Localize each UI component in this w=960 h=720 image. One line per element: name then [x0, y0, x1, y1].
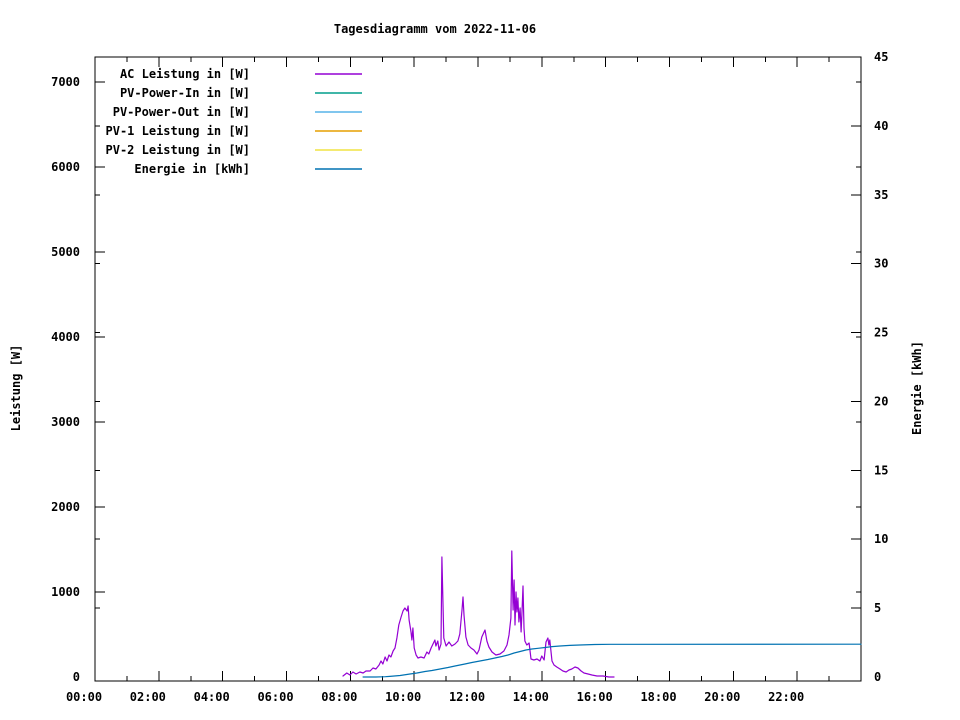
x-axis-label: 06:00	[257, 690, 293, 704]
y-left-axis-label: 3000	[51, 415, 80, 429]
plot-border-and-ticks	[94, 56, 862, 682]
axis-tick-labels: 00:00 02:00 04:00 06:00 08:00 10:00 12:00 14:00…	[51, 50, 888, 704]
x-axis-label: 08:00	[321, 690, 357, 704]
y-left-axis-label: 2000	[51, 500, 80, 514]
x-axis-label: 00:00	[66, 690, 102, 704]
x-axis-label: 02:00	[130, 690, 166, 704]
data-series	[342, 550, 862, 678]
legend-item: AC Leistung in [W]	[120, 67, 362, 81]
x-axis-label: 04:00	[194, 690, 230, 704]
legend-item: PV-2 Leistung in [W]	[106, 143, 362, 157]
y-right-axis-label: 5	[874, 601, 881, 615]
x-axis-label: 16:00	[577, 690, 613, 704]
series-line-energie	[362, 643, 862, 678]
chart-title: Tagesdiagramm vom 2022-11-06	[334, 22, 536, 36]
legend-label: PV-2 Leistung in [W]	[106, 143, 251, 157]
y-right-axis-label: 0	[874, 670, 881, 684]
legend-label: PV-Power-In in [W]	[120, 86, 250, 100]
series-line-ac	[342, 550, 615, 678]
left-axis-title: Leistung [W]	[9, 345, 23, 432]
y-left-axis-label: 4000	[51, 330, 80, 344]
legend-label: Energie in [kWh]	[134, 162, 250, 176]
legend-label: AC Leistung in [W]	[120, 67, 250, 81]
legend-item: PV-Power-Out in [W]	[113, 105, 362, 119]
x-axis-label: 14:00	[513, 690, 549, 704]
legend-label: PV-1 Leistung in [W]	[106, 124, 251, 138]
legend-item: PV-1 Leistung in [W]	[106, 124, 362, 138]
x-axis-label: 22:00	[768, 690, 804, 704]
y-left-axis-label: 7000	[51, 75, 80, 89]
x-axis-label: 12:00	[449, 690, 485, 704]
x-axis-label: 20:00	[704, 690, 740, 704]
y-left-axis-label: 0	[73, 670, 80, 684]
legend-item: PV-Power-In in [W]	[120, 86, 362, 100]
y-right-axis-label: 25	[874, 326, 888, 340]
legend: AC Leistung in [W] PV-Power-In in [W] PV-P…	[106, 67, 362, 176]
x-axis-label: 10:00	[385, 690, 421, 704]
y-right-axis-label: 10	[874, 532, 888, 546]
y-right-axis-label: 30	[874, 257, 888, 271]
y-right-axis-label: 45	[874, 50, 888, 64]
legend-label: PV-Power-Out in [W]	[113, 105, 250, 119]
y-right-axis-label: 35	[874, 188, 888, 202]
x-axis-label: 18:00	[640, 690, 676, 704]
y-left-axis-label: 5000	[51, 245, 80, 259]
y-right-axis-label: 15	[874, 463, 888, 477]
y-right-axis-label: 20	[874, 394, 888, 408]
y-right-axis-label: 40	[874, 119, 888, 133]
y-left-axis-label: 1000	[51, 585, 80, 599]
legend-item: Energie in [kWh]	[134, 162, 362, 176]
right-axis-title: Energie [kWh]	[910, 341, 924, 435]
y-left-axis-label: 6000	[51, 160, 80, 174]
